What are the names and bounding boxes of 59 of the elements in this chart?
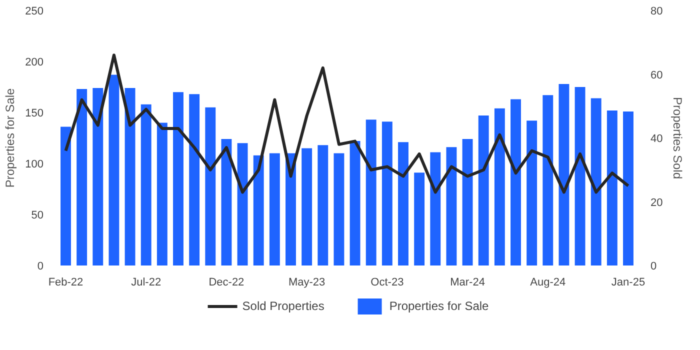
y-tick-label: 150 (25, 108, 44, 120)
y-tick-label: 50 (31, 210, 44, 222)
x-tick-label: Dec-22 (208, 276, 244, 288)
x-tick-label: Mar-24 (450, 276, 485, 288)
bar (253, 155, 264, 266)
bar (205, 107, 216, 266)
bar (558, 84, 570, 266)
bar (590, 98, 602, 266)
x-tick-label: Aug-24 (530, 276, 566, 288)
y-tick-label: 100 (25, 158, 44, 170)
y2-tick-label: 0 (650, 260, 657, 272)
bar (430, 152, 441, 266)
x-tick-label: Feb-22 (48, 276, 84, 288)
bar (318, 145, 328, 266)
bar (623, 111, 634, 266)
legend-label: Properties for Sale (389, 299, 489, 313)
y2-tick-label: 20 (650, 196, 663, 209)
bar (237, 143, 248, 266)
bar (92, 88, 104, 266)
x-tick-label: Oct-23 (370, 276, 404, 288)
bar (302, 148, 312, 266)
bar (446, 147, 457, 266)
y-tick-label: 250 (25, 6, 44, 18)
bar (60, 126, 71, 266)
x-tick-label: May-23 (288, 276, 326, 288)
bar (221, 139, 232, 266)
legend-label: Sold Properties (242, 299, 324, 313)
bar (414, 172, 425, 266)
bar (334, 153, 344, 266)
y-tick-label: 200 (25, 56, 44, 68)
bar (124, 88, 136, 266)
bar (173, 92, 184, 266)
bar (382, 122, 392, 266)
bar (156, 122, 168, 266)
bar (76, 89, 88, 266)
bar (606, 110, 618, 266)
bar (366, 120, 376, 266)
bar (398, 142, 408, 266)
bar (462, 139, 473, 266)
bar (140, 104, 152, 266)
bar (574, 87, 586, 266)
bar (478, 116, 489, 266)
y2-tick-label: 80 (650, 6, 663, 18)
bar (108, 74, 120, 266)
line-series (64, 54, 630, 194)
y-axis-title: Properties for Sale (3, 88, 18, 188)
bar (494, 108, 505, 266)
bar (350, 141, 360, 266)
bar (510, 99, 521, 266)
bar (526, 120, 538, 266)
y2-axis-title: Properties Sold (670, 96, 685, 180)
y2-tick-label: 40 (650, 133, 663, 145)
x-tick-label: Jan-25 (611, 276, 646, 288)
bar (269, 153, 280, 266)
y-tick-label: 0 (37, 260, 44, 272)
x-tick-label: Jul-22 (131, 276, 162, 288)
bar (542, 95, 554, 266)
y2-tick-label: 60 (650, 69, 663, 82)
bar (189, 94, 200, 266)
